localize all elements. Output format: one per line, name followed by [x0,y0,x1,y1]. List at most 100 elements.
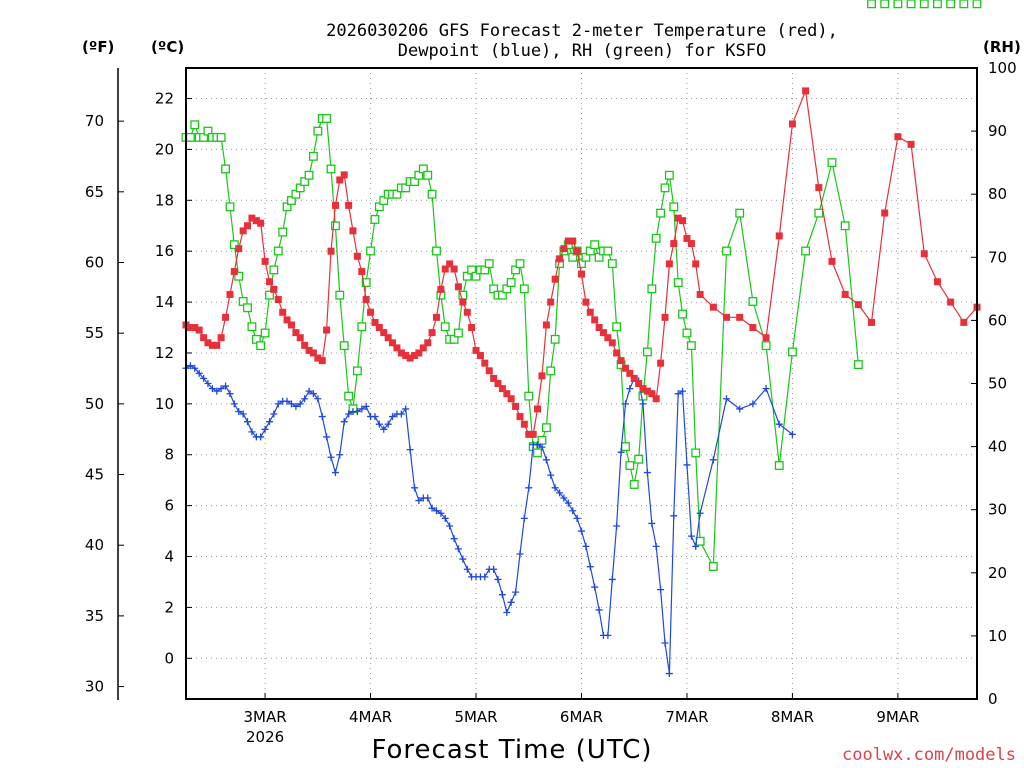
rh-point [691,448,701,458]
celsius-tick-label: 18 [155,191,174,209]
rh-point [453,328,463,338]
rh-point [185,132,195,142]
dewpoint-point [542,456,550,464]
temperature-point [331,201,339,209]
rh-point [642,347,652,357]
temperature-point [635,380,643,387]
dewpoint-point [564,499,572,507]
rh-point [678,309,687,319]
dewpoint-point [274,400,282,408]
celsius-tick-label: 20 [155,140,174,158]
rh-tick-label: 20 [988,564,1007,582]
rh-point [946,0,956,9]
rh-point [774,461,784,470]
rh-point [748,297,758,306]
rh-point [761,341,771,351]
temperature-point [485,367,493,375]
dewpoint-point [661,639,669,647]
rh-point [972,0,982,9]
rh-point [352,366,362,376]
credit-link[interactable]: coolwx.com/models [842,745,1016,765]
temperature-point [490,374,498,382]
dewpoint-point [551,484,559,492]
temperature-point [507,395,515,403]
temperature-point [279,308,287,316]
rh-point [344,391,354,401]
dewpoint-point [639,400,647,408]
temperature-point [547,298,555,306]
temperature-point [345,201,353,209]
temperature-point [657,359,665,367]
rh-point [269,265,279,275]
temperature-point [476,352,484,360]
temperature-point [424,339,432,347]
dewpoint-point [692,542,700,550]
rh-unit-label: (RH) [983,38,1021,56]
temperature-point [270,285,278,293]
temperature-point [296,334,304,342]
temperature-point [230,268,238,276]
rh-point [959,0,969,9]
temperature-point [358,268,366,276]
dewpoint-point [437,509,445,517]
temperature-point [626,369,634,377]
rh-point [366,246,376,256]
dewpoint-point [687,532,695,540]
dewpoint-point [243,418,251,426]
temperature-point [349,227,357,235]
temperature-point [266,278,274,286]
dewpoint-point [340,418,348,426]
rh-point [519,284,529,294]
rh-point [225,202,235,212]
dewpoint-point [428,504,436,512]
temperature-point [323,326,331,334]
temperature-series [182,87,981,438]
rh-point [326,164,336,174]
temperature-point [692,260,700,268]
rh-point [432,246,441,256]
x-tick-label: 6MAR [560,708,603,726]
dewpoint-series [183,362,796,678]
temperature-point [749,324,757,332]
temperature-point [648,390,656,398]
temperature-point [283,316,291,324]
dewpoint-point [459,555,467,563]
temperature-point [389,339,397,347]
celsius-tick-label: 4 [164,548,174,566]
dewpoint-point [257,433,265,441]
rh-point [440,322,450,332]
temperature-point [397,349,405,357]
dewpoint-point [362,402,370,410]
temperature-point [920,250,928,258]
x-tick-label: 8MAR [771,708,814,726]
rh-point [893,0,903,9]
temperature-point [217,334,225,342]
temperature-point [468,324,476,332]
temperature-point [516,413,524,421]
dewpoint-point [621,400,629,408]
temperature-point [411,352,419,360]
dewpoint-point [191,364,199,372]
dewpoint-point [696,509,704,517]
dewpoint-point [613,522,621,530]
dewpoint-point [345,410,353,418]
dewpoint-point [397,410,405,418]
temperature-point [661,313,669,321]
temperature-point [208,341,216,349]
temperature-point [301,341,309,349]
temperature-point [384,334,392,342]
temperature-point [419,344,427,352]
rh-point [735,208,745,218]
dewpoint-point [235,407,243,415]
temperature-point [213,341,221,349]
rh-point [247,322,257,332]
rh-point [550,334,560,344]
temperature-point [709,303,717,311]
rh-line [186,117,859,569]
dewpoint-point [208,385,216,393]
temperature-point [437,285,445,293]
dewpoint-point [222,382,230,390]
rh-point [933,0,942,9]
celsius-tick-label: 6 [164,497,174,515]
temperature-point [287,321,295,329]
